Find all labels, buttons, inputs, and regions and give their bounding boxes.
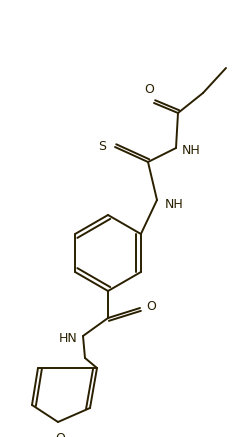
Text: NH: NH bbox=[165, 198, 184, 211]
Text: O: O bbox=[146, 299, 156, 312]
Text: HN: HN bbox=[58, 332, 77, 344]
Text: S: S bbox=[98, 141, 106, 153]
Text: O: O bbox=[144, 83, 154, 96]
Text: O: O bbox=[55, 432, 65, 437]
Text: NH: NH bbox=[182, 143, 201, 156]
